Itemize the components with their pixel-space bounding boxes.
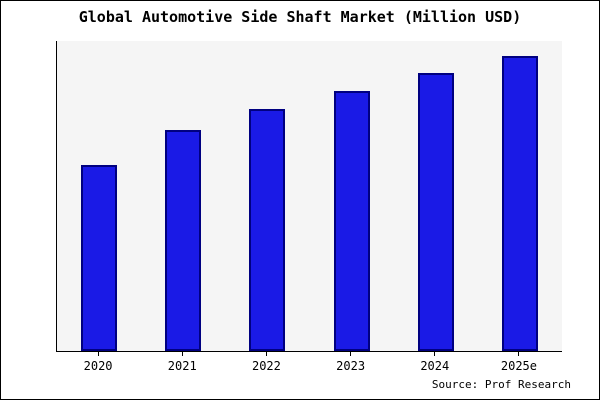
x-axis-cell: 2022	[224, 352, 308, 373]
bar-slot	[394, 41, 478, 351]
bar-slot	[478, 41, 562, 351]
bar-slot	[225, 41, 309, 351]
x-axis-tick-label: 2022	[251, 359, 281, 373]
x-axis-cell: 2021	[140, 352, 224, 373]
x-axis-cell: 2024	[393, 352, 477, 373]
x-axis-tick	[434, 352, 436, 356]
bar-2025e	[501, 55, 538, 351]
bar-2021	[165, 129, 202, 351]
x-axis-tick	[518, 352, 520, 356]
x-axis-tick	[181, 352, 183, 356]
x-axis: 2020 2021 2022 2023 2024 2025e	[56, 352, 561, 373]
x-axis-tick	[97, 352, 99, 356]
x-axis-tick	[350, 352, 352, 356]
chart-title: Global Automotive Side Shaft Market (Mil…	[78, 8, 522, 26]
bar-2022	[249, 108, 286, 351]
bar-slot	[57, 41, 141, 351]
plot-area	[56, 41, 562, 352]
x-axis-cell: 2020	[56, 352, 140, 373]
x-axis-tick-label: 2024	[420, 359, 450, 373]
bar-slot	[310, 41, 394, 351]
x-axis-tick-label: 2021	[167, 359, 197, 373]
bars-container	[57, 41, 562, 351]
x-axis-tick-label: 2025e	[500, 359, 537, 373]
bar-2023	[333, 91, 370, 351]
bar-2024	[417, 73, 454, 351]
bar-slot	[141, 41, 225, 351]
x-axis-cell: 2023	[309, 352, 393, 373]
x-axis-tick	[265, 352, 267, 356]
source-note: Source: Prof Research	[431, 378, 571, 391]
bar-2020	[81, 165, 118, 351]
x-axis-tick-label: 2023	[336, 359, 366, 373]
x-axis-tick-label: 2020	[83, 359, 113, 373]
x-axis-cell: 2025e	[477, 352, 561, 373]
